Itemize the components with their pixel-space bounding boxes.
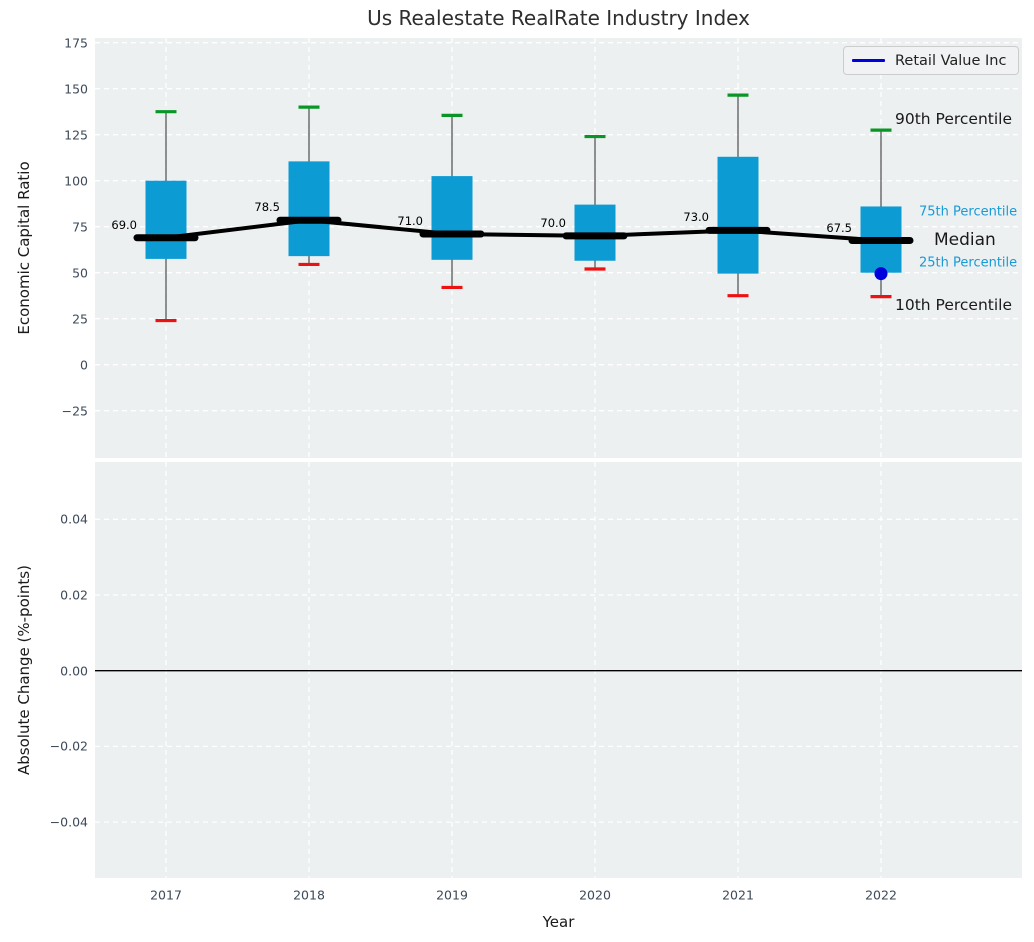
annotation-10th-percentile: 10th Percentile — [895, 296, 1013, 314]
company-point — [874, 267, 888, 281]
ytick-label-top: −25 — [61, 403, 88, 419]
box-2018 — [288, 161, 330, 257]
median-value-label: 69.0 — [111, 217, 137, 232]
box-2019 — [431, 176, 473, 260]
ytick-label-top: 0 — [80, 357, 88, 373]
annotation-75th-percentile: 75th Percentile — [919, 204, 1018, 220]
ytick-label-bottom: −0.04 — [49, 814, 88, 830]
ytick-label-top: 100 — [64, 173, 88, 189]
xtick-label-year: 2021 — [722, 887, 754, 903]
legend-line-sample — [852, 59, 885, 62]
ytick-label-top: 25 — [72, 311, 88, 327]
xtick-label-year: 2019 — [436, 887, 468, 903]
annotation-90th-percentile: 90th Percentile — [895, 110, 1013, 128]
median-connector-line — [165, 218, 882, 243]
ytick-label-top: 50 — [72, 265, 88, 281]
box-2021 — [717, 156, 759, 274]
median-value-label: 71.0 — [397, 214, 423, 229]
legend-label: Retail Value Inc — [895, 52, 1007, 69]
median-value-label: 70.0 — [540, 215, 566, 230]
ytick-label-bottom: 0.04 — [60, 511, 88, 527]
ytick-label-top: 175 — [64, 35, 88, 51]
ytick-label-top: 150 — [64, 81, 88, 97]
ytick-label-bottom: 0.02 — [60, 587, 88, 603]
xtick-label-year: 2018 — [293, 887, 325, 903]
ytick-label-bottom: −0.02 — [49, 738, 88, 754]
annotation-median: Median — [934, 230, 996, 250]
ytick-label-top: 125 — [64, 127, 88, 143]
median-value-label: 78.5 — [254, 200, 280, 215]
median-value-label: 67.5 — [826, 220, 852, 235]
ytick-label-bottom: 0.00 — [60, 663, 88, 679]
annotation-25th-percentile: 25th Percentile — [919, 255, 1018, 271]
xtick-label-year: 2020 — [579, 887, 611, 903]
xtick-label-year: 2017 — [150, 887, 182, 903]
ytick-label-top: 75 — [72, 219, 88, 235]
xtick-label-year: 2022 — [865, 887, 897, 903]
box-2017 — [145, 180, 187, 259]
median-value-label: 73.0 — [683, 210, 709, 225]
legend: Retail Value Inc — [843, 46, 1019, 75]
chart-title: Us Realestate RealRate Industry Index — [367, 6, 750, 30]
x-axis-label: Year — [542, 913, 575, 931]
